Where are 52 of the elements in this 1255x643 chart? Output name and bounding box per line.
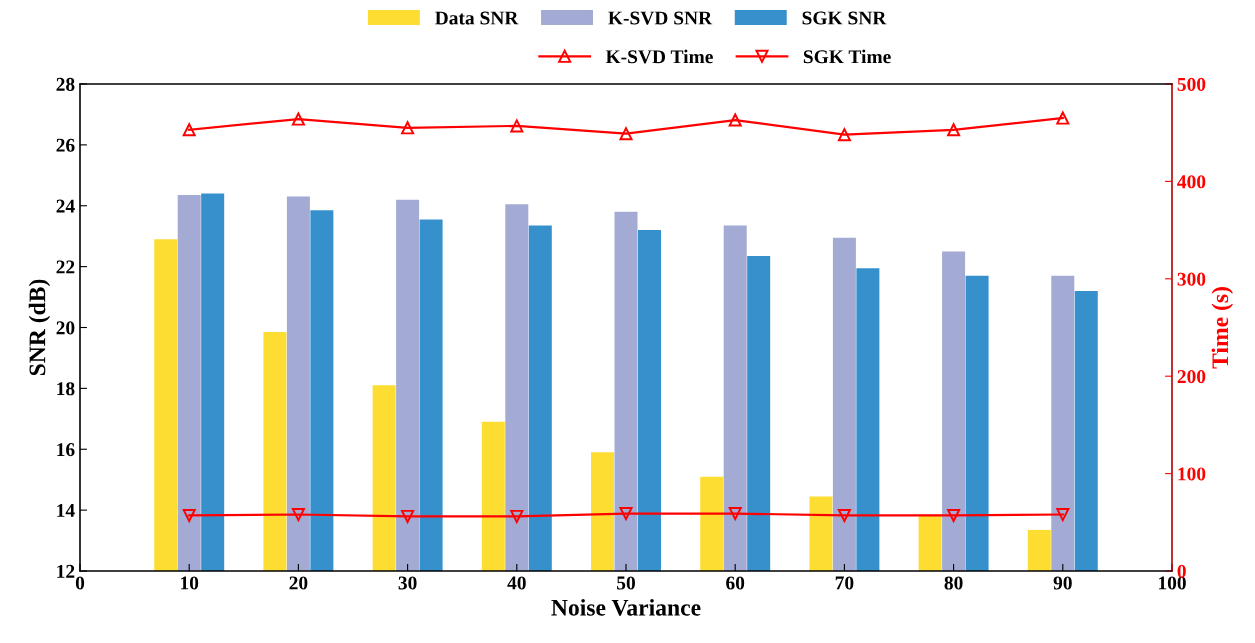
point [619, 127, 633, 141]
legend-label: K-SVD SNR [608, 11, 713, 25]
point [837, 508, 851, 523]
x-tick-label: 70 [835, 576, 854, 590]
point [728, 507, 742, 521]
point [837, 128, 851, 142]
point [182, 123, 196, 137]
legend-label: Data SNR [435, 11, 519, 25]
point [291, 112, 305, 126]
x-tick-label: 30 [398, 576, 417, 590]
x-tick-label: 100 [1158, 576, 1186, 590]
y-tick-label: 28 [56, 77, 75, 91]
legend-label: K-SVD Time [605, 49, 713, 64]
y2-tick-label: 300 [1177, 272, 1206, 286]
point [1056, 507, 1070, 522]
x-tick-label: 10 [181, 576, 199, 590]
x-tick-label: 40 [507, 576, 526, 590]
y-tick-label: 24 [56, 199, 75, 213]
point [947, 508, 961, 523]
point [291, 507, 305, 522]
y-axis-title: SNR (dB) [28, 279, 51, 376]
y-tick-label: 22 [56, 260, 75, 274]
y2-tick-label: 100 [1178, 467, 1206, 481]
y2-tick-label: 200 [1177, 370, 1206, 384]
legend-label: SGK SNR [802, 11, 887, 25]
x-tick-label: 90 [1053, 576, 1072, 590]
point [401, 509, 415, 523]
point [182, 508, 196, 523]
y-tick-label: 20 [56, 321, 75, 335]
x-tick-label: 50 [617, 576, 635, 590]
y2-tick-label: 0 [1177, 564, 1186, 578]
y-tick-label: 12 [57, 564, 75, 578]
point [510, 509, 524, 523]
y-tick-label: 14 [57, 504, 75, 517]
point [728, 113, 742, 127]
y2-tick-label: 400 [1177, 175, 1206, 189]
point [947, 123, 961, 137]
x-tick-label: 20 [289, 576, 308, 590]
x-tick-label: 0 [75, 576, 85, 590]
x-axis-title: Noise Variance [551, 599, 701, 616]
y2-axis-title: Time (s) [1211, 287, 1233, 369]
legend-label: SGK Time [803, 49, 891, 64]
y-tick-label: 18 [57, 382, 75, 396]
y2-tick-label: 500 [1177, 77, 1206, 91]
point [1056, 111, 1070, 125]
x-tick-label: 60 [726, 576, 745, 590]
point [619, 507, 633, 521]
y-tick-label: 26 [56, 138, 75, 152]
point [510, 119, 524, 133]
x-tick-label: 80 [944, 576, 963, 590]
y-tick-label: 16 [57, 443, 75, 457]
point [401, 121, 415, 135]
